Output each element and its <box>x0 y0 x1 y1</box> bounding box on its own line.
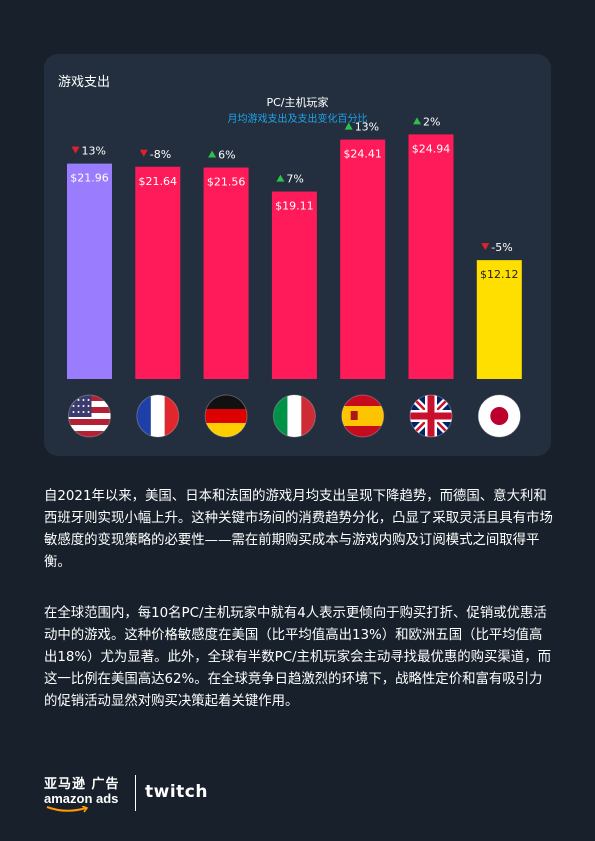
down-arrow-icon <box>481 243 490 251</box>
jp-flag-icon <box>478 395 521 437</box>
up-arrow-icon <box>276 174 285 182</box>
bar <box>271 191 317 379</box>
amazon-ads-logo-cn: 亚马逊 广告 <box>44 777 120 792</box>
down-arrow-icon <box>139 149 148 157</box>
bar-group: $21.64 -8% <box>135 148 181 379</box>
flag-outline <box>341 394 385 438</box>
fr-flag-icon <box>136 395 179 437</box>
bar-group: $24.94 2% <box>408 115 454 379</box>
flag-outline <box>409 394 453 438</box>
body-paragraph-1: 自2021年以来，美国、日本和法国的游戏月均支出呈现下降趋势，而德国、意大利和西… <box>44 489 553 570</box>
change-label: 13% <box>82 145 106 158</box>
bar <box>203 167 249 379</box>
bar-value-label: $21.56 <box>207 176 246 189</box>
chart-title: PC/主机玩家 <box>266 96 329 109</box>
twitch-logo: twitch <box>145 782 208 802</box>
amazon-ads-logo-en: amazon ads <box>44 791 119 806</box>
bar-group: $12.12 -5% <box>476 241 522 379</box>
bar <box>67 163 112 379</box>
change-label: -5% <box>491 241 512 254</box>
flag-outline <box>68 394 111 438</box>
bar-value-label: $24.94 <box>412 142 451 155</box>
card-title: 游戏支出 <box>58 75 111 90</box>
bar-group: $21.96 13% <box>67 145 112 379</box>
bar-value-label: $21.96 <box>70 172 109 185</box>
bar-value-label: $12.12 <box>480 268 519 281</box>
flag-outline <box>477 394 521 438</box>
amazon-smile-icon <box>46 806 89 813</box>
down-arrow-icon <box>71 146 80 154</box>
body-paragraph-2: 在全球范围内，每10名PC/主机玩家中就有4人表示更倾向于购买打折、促销或优惠活… <box>44 606 551 709</box>
up-arrow-icon <box>344 122 353 130</box>
bar-value-label: $21.64 <box>139 175 178 188</box>
us-flag-icon <box>68 395 111 437</box>
bar <box>476 260 522 379</box>
flag-outline <box>204 394 248 438</box>
logo-divider <box>135 775 136 811</box>
chart-card: 游戏支出 PC/主机玩家 月均游戏支出及支出变化百分比 $21.96 13% $21… <box>44 54 551 456</box>
bar-chart: $21.96 13% $21.64 -8% $21.56 6% $19.11 7% $24.41… <box>67 115 522 438</box>
change-label: 6% <box>218 149 235 162</box>
flag-outline <box>136 394 180 438</box>
change-label: 7% <box>286 173 303 186</box>
change-label: 13% <box>355 121 379 134</box>
de-flag-icon <box>205 395 248 437</box>
bar <box>340 139 386 379</box>
up-arrow-icon <box>208 150 217 158</box>
bar-group: $21.56 6% <box>203 149 249 379</box>
bar-value-label: $19.11 <box>275 200 314 213</box>
gb-flag-icon <box>410 395 452 437</box>
bar-group: $24.41 13% <box>340 121 386 379</box>
bar-value-label: $24.41 <box>343 148 382 161</box>
change-label: -8% <box>150 148 171 161</box>
change-label: 2% <box>423 115 440 128</box>
bar-group: $19.11 7% <box>271 173 317 379</box>
es-flag-icon <box>341 395 384 437</box>
flag-outline <box>272 394 316 438</box>
bar <box>408 134 454 379</box>
it-flag-icon <box>273 395 316 437</box>
chart-subtitle: 月均游戏支出及支出变化百分比 <box>227 114 368 125</box>
up-arrow-icon <box>413 117 421 125</box>
bar <box>135 166 181 379</box>
